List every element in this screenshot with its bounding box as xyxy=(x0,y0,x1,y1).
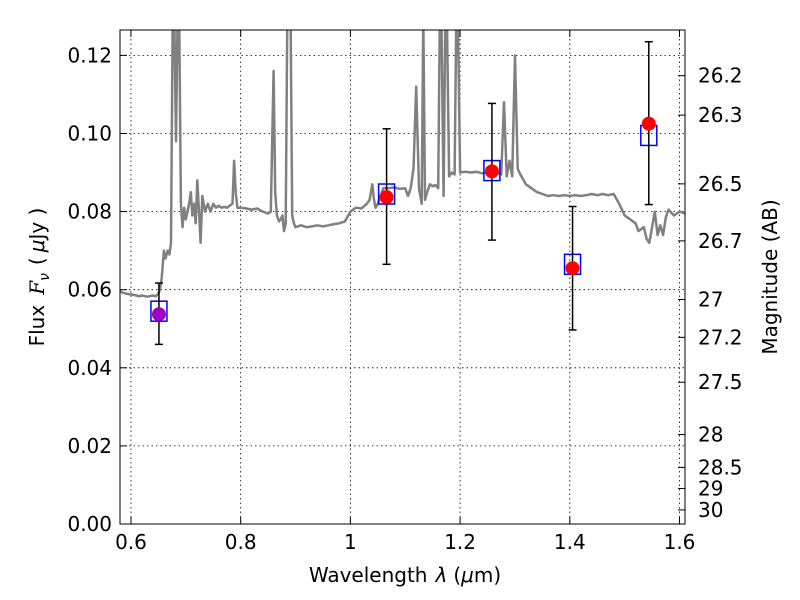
y-tick-label: 0.12 xyxy=(67,43,112,67)
model-spectrum-line xyxy=(120,30,685,298)
x-tick-label: 1.2 xyxy=(444,530,476,554)
axis-ticks xyxy=(120,30,685,525)
mag-tick-label: 26.5 xyxy=(698,172,743,196)
x-tick-label: 0.8 xyxy=(225,530,257,554)
mag-tick-label: 26.3 xyxy=(698,103,743,127)
y-axis-title: FluxFν(μJy ) xyxy=(25,208,53,347)
y-tick-label: 0.10 xyxy=(67,121,112,145)
y2-axis-title: Magnitude (AB) xyxy=(758,199,782,354)
mag-tick-label: 26.2 xyxy=(698,64,743,88)
mag-tick-label: 27.5 xyxy=(698,370,743,394)
mag-tick-label: 27 xyxy=(698,287,723,311)
mag-tick-label: 29 xyxy=(698,476,723,500)
x-tick-label: 0.6 xyxy=(115,530,147,554)
mag-tick-label: 27.2 xyxy=(698,325,743,349)
axis-tick-labels: 0.6 0.8 1 1.2 1.4 1.6 0.00 0.02 0.04 0.06 0.08 0.10… xyxy=(67,43,742,554)
plot-frame xyxy=(119,29,686,525)
x-tick-label: 1 xyxy=(344,530,357,554)
observed-flux-point xyxy=(151,307,166,322)
x-tick-label: 1.6 xyxy=(664,530,696,554)
mag-tick-label: 28 xyxy=(698,423,723,447)
observed-flux-point xyxy=(484,164,499,179)
mag-tick-label: 26.7 xyxy=(698,229,743,253)
mag-tick-label: 28.5 xyxy=(698,455,743,479)
mag-tick-label: 30 xyxy=(698,498,723,522)
x-tick-label: 1.4 xyxy=(554,530,586,554)
y-tick-label: 0.04 xyxy=(67,356,112,380)
model-spectrum-layer xyxy=(120,30,685,298)
data-points-layer xyxy=(150,40,658,346)
y-tick-label: 0.06 xyxy=(67,278,112,302)
y-tick-label: 0.08 xyxy=(67,200,112,224)
y-tick-label: 0.00 xyxy=(67,512,112,536)
observed-flux-point xyxy=(379,190,394,205)
y-tick-label: 0.02 xyxy=(67,434,112,458)
observed-flux-point xyxy=(641,116,656,131)
x-axis-title: Wavelength λ (μm) xyxy=(309,563,501,587)
observed-flux-point xyxy=(565,261,580,276)
